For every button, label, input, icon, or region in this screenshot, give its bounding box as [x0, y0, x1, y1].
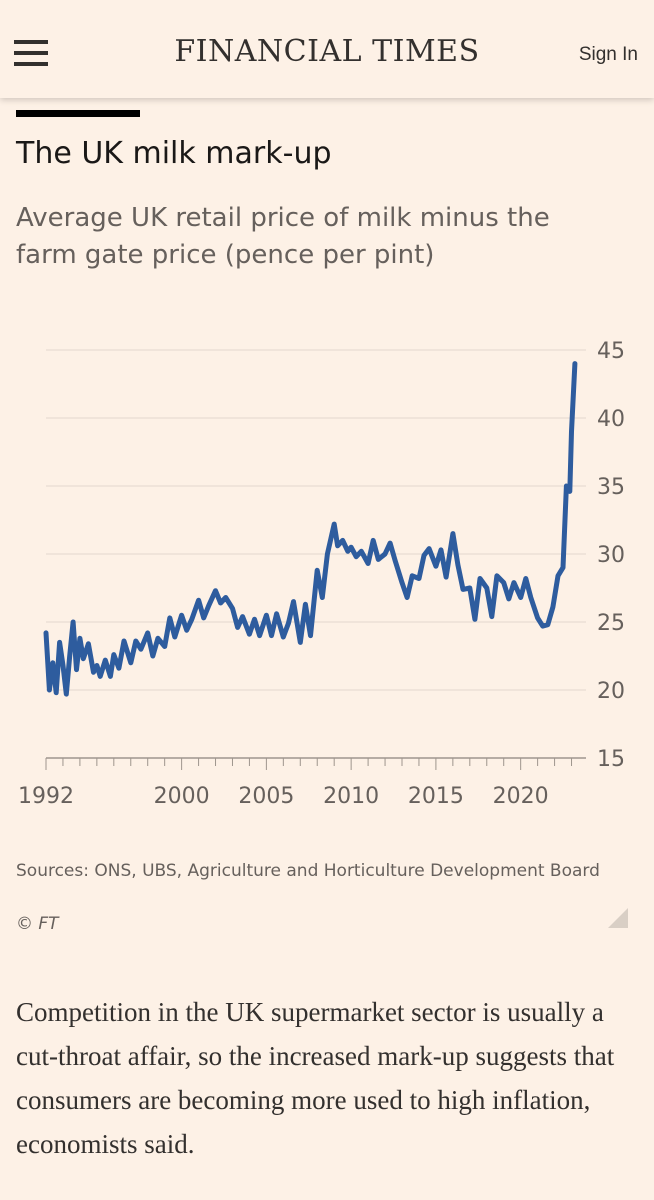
site-header: FINANCIAL TIMES Sign In: [0, 0, 654, 98]
y-tick-label: 15: [597, 747, 625, 772]
y-tick-label: 35: [597, 475, 625, 500]
x-tick-label: 2010: [323, 784, 379, 809]
series-line-milk-markup: [43, 361, 578, 697]
chart-copyright: © FT: [16, 914, 59, 934]
article-paragraph: Competition in the UK supermarket sector…: [16, 997, 615, 1159]
y-tick-label: 25: [597, 611, 625, 636]
x-tick-label: 2000: [154, 784, 210, 809]
chart-sources: Sources: ONS, UBS, Agriculture and Horti…: [16, 861, 600, 881]
x-tick-label: 2005: [238, 784, 294, 809]
site-logo[interactable]: FINANCIAL TIMES: [174, 34, 480, 69]
y-tick-label: 40: [597, 407, 625, 432]
x-tick-label: 2015: [408, 784, 464, 809]
x-tick-label: 1992: [18, 784, 74, 809]
milk-markup-chart: 15 20 25 30 35 40 45 1992 2000 2005 2010 2015 2020: [18, 339, 625, 809]
expand-chart-icon[interactable]: [608, 908, 628, 928]
y-tick-label: 45: [597, 339, 625, 364]
y-tick-label: 30: [597, 543, 625, 568]
title-accent-bar: [16, 110, 140, 117]
menu-icon[interactable]: [14, 40, 48, 66]
y-tick-label: 20: [597, 679, 625, 704]
chart-title: The UK milk mark-up: [16, 136, 332, 171]
x-tick-label: 2020: [493, 784, 549, 809]
chart-subtitle: Average UK retail price of milk minus th…: [16, 203, 550, 270]
sign-in-link[interactable]: Sign In: [578, 44, 638, 65]
